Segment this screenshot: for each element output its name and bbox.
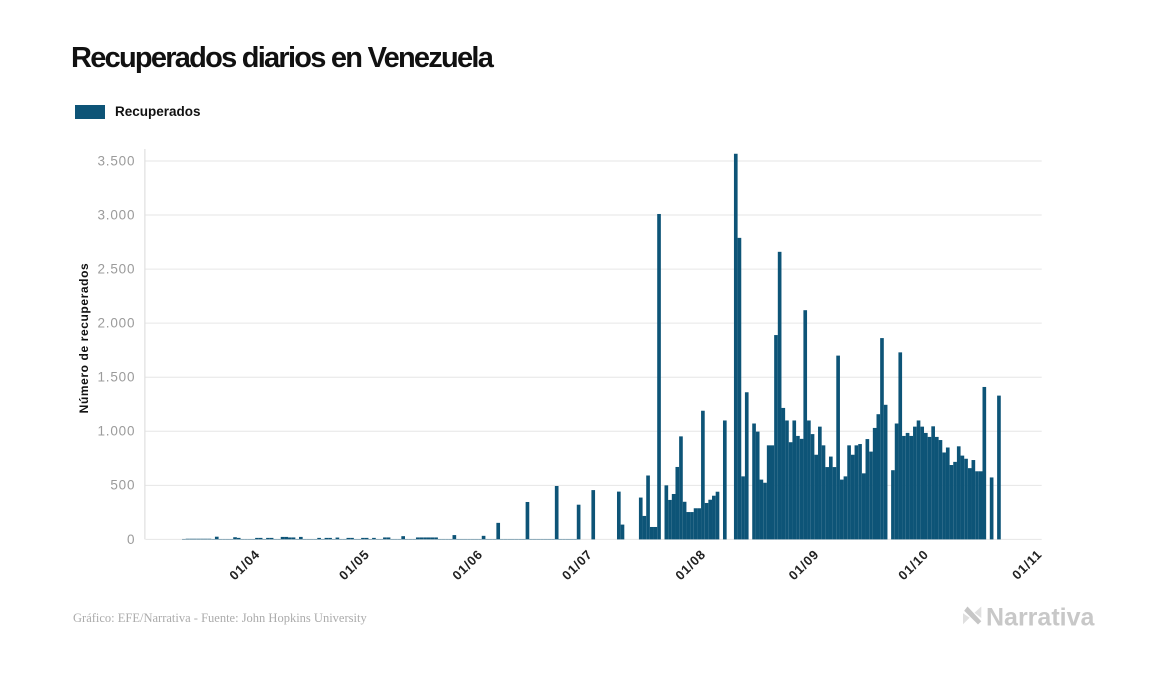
svg-text:01/11: 01/11 xyxy=(1009,547,1045,583)
svg-text:3.000: 3.000 xyxy=(98,207,136,222)
svg-text:0: 0 xyxy=(127,532,135,547)
svg-text:Narrativa: Narrativa xyxy=(986,605,1095,632)
svg-text:01/10: 01/10 xyxy=(895,547,931,583)
svg-text:01/06: 01/06 xyxy=(449,547,485,583)
svg-text:01/08: 01/08 xyxy=(672,547,708,583)
svg-text:1.500: 1.500 xyxy=(98,370,136,385)
svg-text:3.500: 3.500 xyxy=(98,153,136,168)
svg-text:01/07: 01/07 xyxy=(559,547,595,583)
svg-text:2.500: 2.500 xyxy=(98,262,136,277)
svg-text:01/04: 01/04 xyxy=(226,547,262,583)
svg-text:01/05: 01/05 xyxy=(336,547,372,583)
svg-text:500: 500 xyxy=(110,478,135,493)
svg-text:Número de recuperados: Número de recuperados xyxy=(77,263,91,414)
svg-text:2.000: 2.000 xyxy=(98,316,136,331)
svg-text:01/09: 01/09 xyxy=(786,547,822,583)
svg-text:1.000: 1.000 xyxy=(98,424,136,439)
